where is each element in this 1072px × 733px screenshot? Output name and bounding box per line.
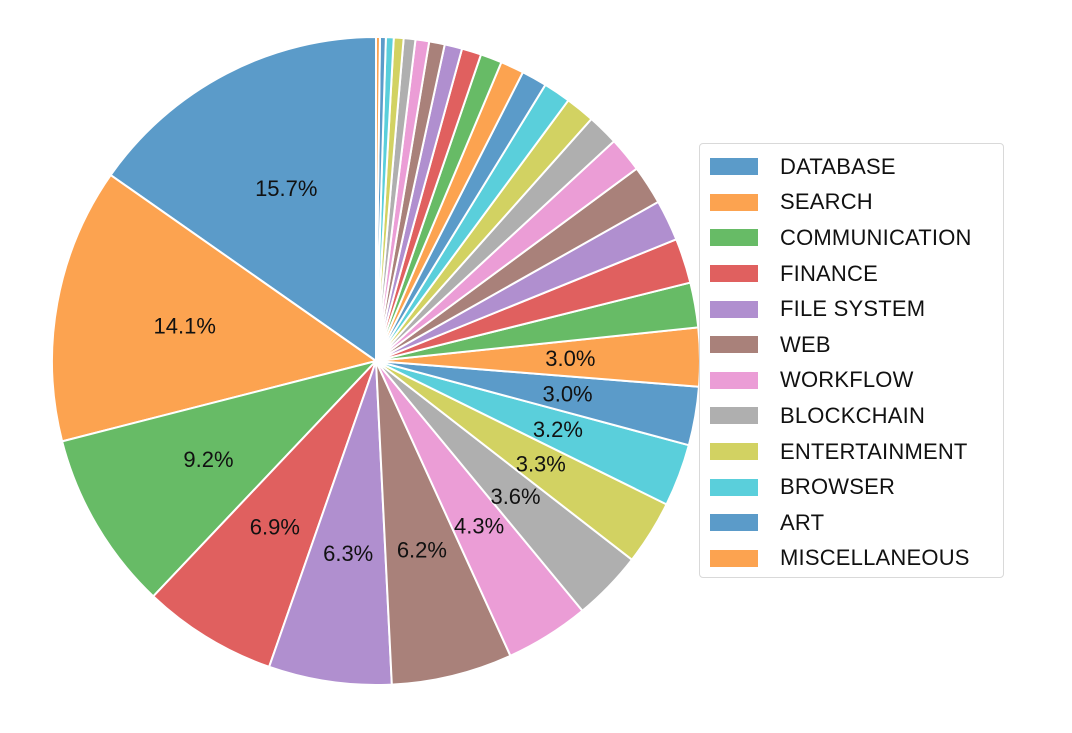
legend-item: SEARCH: [700, 185, 1003, 221]
pie-pct-label: 6.2%: [397, 537, 447, 562]
legend: DATABASE SEARCH COMMUNICATION FINANCE FILE S…: [699, 143, 1004, 578]
legend-label: BROWSER: [780, 474, 896, 500]
legend-swatch: [710, 336, 758, 354]
legend-item: BROWSER: [700, 469, 1003, 505]
pie-slice-search: [51, 174, 377, 443]
pie-slice-communication: [61, 360, 377, 598]
legend-swatch: [710, 300, 758, 318]
pie-pct-label: 4.3%: [454, 513, 504, 538]
legend-label: WORKFLOW: [780, 367, 914, 393]
legend-label: FILE SYSTEM: [780, 296, 926, 322]
legend-label: WEB: [780, 331, 831, 357]
pie-pct-label: 3.0%: [542, 382, 592, 407]
legend-swatch: [710, 549, 758, 567]
legend-swatch: [710, 158, 758, 176]
pie-slice-31: [375, 36, 381, 362]
pie-pct-label: 3.3%: [516, 452, 566, 477]
legend-item: FILE SYSTEM: [700, 291, 1003, 327]
pie-pct-label: 3.2%: [533, 417, 583, 442]
legend-label: FINANCE: [780, 260, 878, 286]
pie-labels: 15.7% 14.1% 9.2% 6.9% 6.3% 6.2% 4.3% 3.6% 3.3% 3.…: [154, 176, 596, 566]
legend-label: ART: [780, 509, 825, 535]
pie-pct-label: 9.2%: [183, 447, 233, 472]
legend-item: ART: [700, 505, 1003, 541]
legend-swatch: [710, 407, 758, 425]
pie-pct-label: 6.9%: [250, 515, 300, 540]
legend-item: MISCELLANEOUS: [700, 541, 1003, 577]
pie-pct-label: 3.0%: [545, 346, 595, 371]
legend-swatch: [710, 514, 758, 532]
pie-pct-label: 6.3%: [323, 541, 373, 566]
pie-slices: [51, 36, 701, 686]
legend-label: MISCELLANEOUS: [780, 545, 970, 571]
pie-slice-web: [375, 360, 512, 686]
legend-swatch: [710, 443, 758, 461]
legend-label: SEARCH: [780, 189, 873, 215]
legend-item: WEB: [700, 327, 1003, 363]
legend-item: FINANCE: [700, 256, 1003, 292]
legend-label: ENTERTAINMENT: [780, 438, 968, 464]
pie-pct-label: 15.7%: [255, 176, 317, 201]
pie-slice-file-system: [268, 360, 393, 686]
pie-pct-label: 14.1%: [154, 314, 216, 339]
pie-slice-finance: [152, 360, 377, 668]
legend-swatch: [710, 478, 758, 496]
legend-label: BLOCKCHAIN: [780, 402, 926, 428]
pie-pct-label: 3.6%: [490, 484, 540, 509]
legend-swatch: [710, 265, 758, 283]
legend-swatch: [710, 229, 758, 247]
pie-slice-database: [109, 36, 377, 362]
legend-label: COMMUNICATION: [780, 224, 972, 250]
legend-item: ENTERTAINMENT: [700, 434, 1003, 470]
legend-item: DATABASE: [700, 149, 1003, 185]
legend-label: DATABASE: [780, 153, 896, 179]
legend-item: BLOCKCHAIN: [700, 398, 1003, 434]
legend-item: COMMUNICATION: [700, 220, 1003, 256]
legend-swatch: [710, 371, 758, 389]
legend-swatch: [710, 193, 758, 211]
legend-item: WORKFLOW: [700, 363, 1003, 399]
